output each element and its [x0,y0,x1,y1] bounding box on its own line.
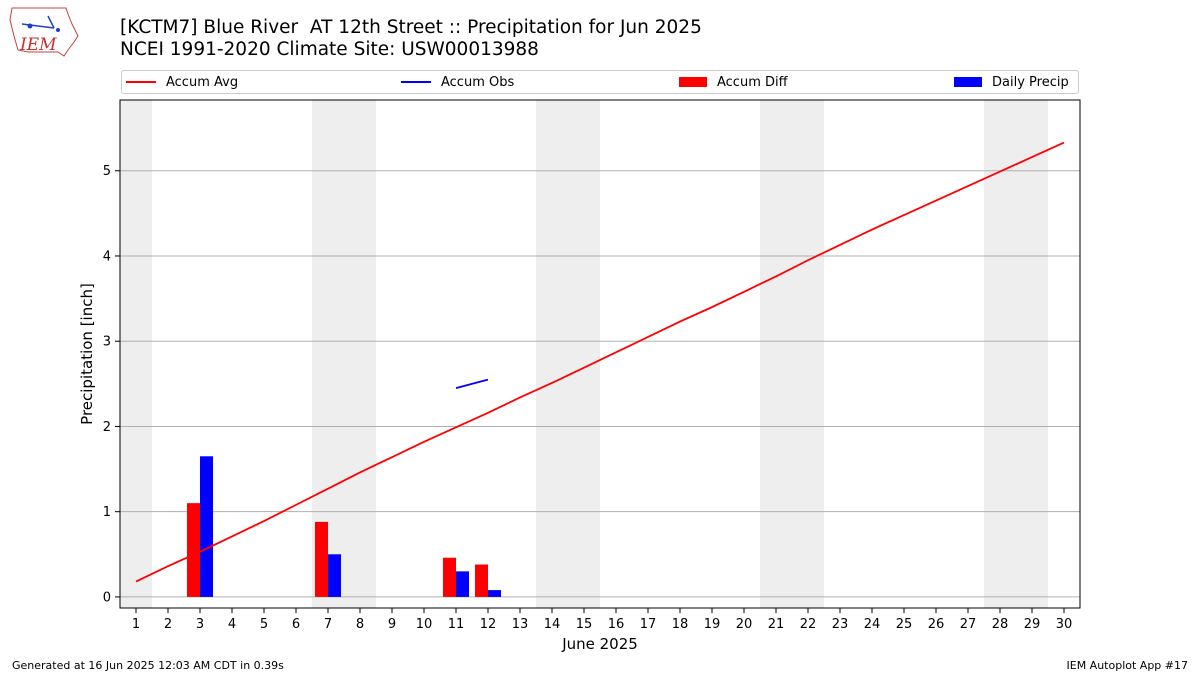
x-tick-label: 12 [480,617,497,632]
x-tick-label: 16 [608,617,625,632]
legend-accum-obs: Accum Obs [401,71,514,93]
x-tick-label: 4 [228,617,236,632]
x-tick-label: 25 [896,617,913,632]
bar-accum-diff [315,521,328,597]
y-tick-label: 3 [103,335,111,350]
bar-daily-precip [456,571,469,597]
legend-swatch [954,77,982,87]
x-tick-label: 23 [832,617,849,632]
legend-accum-avg: Accum Avg [126,71,238,93]
logo-text: IEM [19,35,57,55]
x-tick-label: 28 [992,617,1009,632]
y-tick-label: 0 [103,590,111,605]
legend-label: Accum Obs [441,74,515,90]
x-tick-label: 13 [512,617,529,632]
x-tick-label: 24 [864,617,881,632]
x-tick-label: 8 [356,617,364,632]
x-tick-label: 9 [388,617,396,632]
bar-accum-diff [475,564,488,597]
bar-accum-diff [187,503,200,597]
y-tick-label: 5 [103,164,111,179]
weekend-band [536,100,600,608]
x-tick-label: 5 [260,617,268,632]
app-credit: IEM Autoplot App #17 [1066,659,1189,672]
x-tick-label: 30 [1056,617,1073,632]
legend-label: Accum Avg [166,74,239,90]
legend-swatch [401,81,431,83]
y-tick-label: 1 [103,505,111,520]
x-tick-label: 29 [1024,617,1041,632]
bar-daily-precip [200,456,213,597]
line-accum-obs [455,378,489,389]
weekend-band [120,100,152,608]
bar-daily-precip [328,554,341,597]
x-tick-label: 20 [736,617,753,632]
plot-frame [119,99,1081,609]
bar-accum-diff [443,557,456,597]
y-axis-label: Precipitation [inch] [78,283,96,425]
x-tick-label: 15 [576,617,593,632]
x-axis-label: June 2025 [561,635,638,653]
line-accum-avg [135,141,1065,583]
iem-logo: IEM [9,7,79,57]
legend-swatch [679,77,707,87]
x-tick-label: 17 [640,617,657,632]
legend-swatch [126,81,156,83]
x-tick-label: 19 [704,617,721,632]
weekend-band [984,100,1048,608]
chart-subtitle: NCEI 1991-2020 Climate Site: USW00013988 [120,39,539,60]
x-tick-label: 27 [960,617,977,632]
legend: Accum Avg Accum Obs Accum Diff Daily Pre… [121,70,1079,94]
x-tick-label: 1 [132,617,140,632]
x-tick-label: 3 [196,617,204,632]
legend-accum-diff: Accum Diff [679,71,788,93]
legend-daily-precip: Daily Precip [954,71,1069,93]
legend-label: Daily Precip [992,74,1069,90]
weekend-band [760,100,824,608]
y-tick-label: 2 [103,420,111,435]
x-tick-label: 11 [448,617,465,632]
generated-timestamp: Generated at 16 Jun 2025 12:03 AM CDT in… [12,659,284,672]
x-tick-label: 2 [164,617,172,632]
chart-title: [KCTM7] Blue River AT 12th Street :: Pre… [120,17,702,38]
y-tick-label: 4 [103,249,111,264]
x-tick-label: 6 [292,617,300,632]
x-tick-label: 10 [416,617,433,632]
x-tick-label: 14 [544,617,561,632]
bar-daily-precip [488,590,501,597]
x-tick-label: 22 [800,617,817,632]
x-tick-label: 18 [672,617,689,632]
x-tick-label: 26 [928,617,945,632]
x-tick-label: 21 [768,617,785,632]
legend-label: Accum Diff [717,74,788,90]
x-tick-label: 7 [324,617,332,632]
